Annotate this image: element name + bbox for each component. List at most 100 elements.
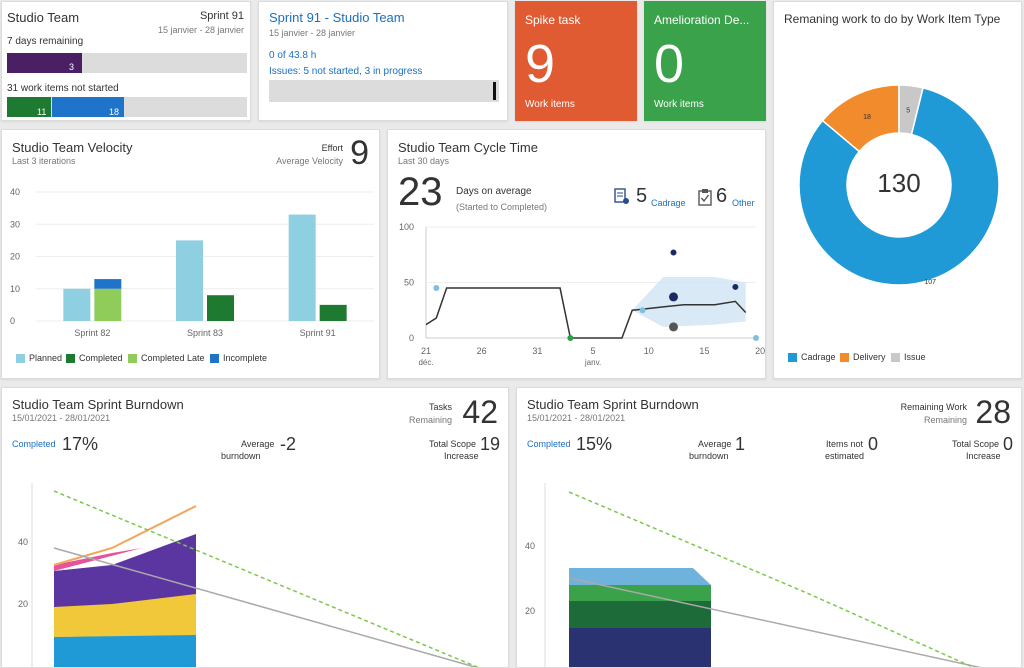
legend-swatch xyxy=(16,353,25,363)
x-tick-label: Sprint 82 xyxy=(74,328,110,338)
burndown-right-chart: 40 20 xyxy=(525,483,982,667)
burndown-right-avg-label2: burndown xyxy=(689,451,729,461)
spike-task-tile[interactable]: Spike task 9 Work items xyxy=(515,1,637,121)
team-title: Studio Team xyxy=(7,10,80,25)
moving-average-line xyxy=(425,287,747,339)
velocity-legend-incomplete[interactable]: Incomplete xyxy=(210,353,267,363)
burndown-right-completed-label[interactable]: Completed xyxy=(527,439,571,449)
x-tick-label: 26 xyxy=(477,346,487,356)
bar-planned[interactable] xyxy=(288,214,316,321)
other-link[interactable]: Other xyxy=(732,198,755,208)
work-items-value-b: 18 xyxy=(109,107,120,117)
velocity-tile[interactable]: Studio Team Velocity Last 3 iterations E… xyxy=(1,129,380,379)
y-tick-label: 50 xyxy=(404,278,414,288)
area-purple xyxy=(54,534,196,607)
bar-incomplete[interactable] xyxy=(94,279,122,289)
amelioration-tile[interactable]: Amelioration De... 0 Work items xyxy=(644,1,766,121)
spike-title: Spike task xyxy=(525,13,581,27)
y-tick-label: 10 xyxy=(10,284,20,294)
bar-planned[interactable] xyxy=(63,288,91,321)
burndown-left-scope-value: 19 xyxy=(480,434,501,454)
donut-slice-issue[interactable] xyxy=(898,84,924,136)
sprint-link-dates: 15 janvier - 28 janvier xyxy=(269,28,356,38)
velocity-legend-completed-late[interactable]: Completed Late xyxy=(128,353,205,363)
burndown-right-avg-label: Average xyxy=(698,439,732,449)
burndown-right-dates: 15/01/2021 - 28/01/2021 xyxy=(527,413,626,423)
cycle-point[interactable] xyxy=(567,335,574,341)
cycle-point[interactable] xyxy=(669,322,678,332)
area-navy xyxy=(569,628,711,667)
amelioration-count: 0 xyxy=(654,34,685,94)
burndown-left-chart: 40 20 xyxy=(18,483,480,667)
burndown-left-avg-label2: burndown xyxy=(221,451,261,461)
burndown-right-est-label2: estimated xyxy=(825,451,865,461)
x-tick-label: Sprint 83 xyxy=(187,328,223,338)
donut-legend-delivery[interactable]: Delivery xyxy=(840,352,886,362)
area-cyan xyxy=(54,634,196,667)
donut-legend-issue[interactable]: Issue xyxy=(891,352,926,362)
cadrage-link[interactable]: Cadrage xyxy=(651,198,686,208)
sprint-dates: 15 janvier - 28 janvier xyxy=(157,25,244,35)
burndown-right-completed-value: 15% xyxy=(576,434,613,454)
cycle-chart: 0 50 100 21 déc. 26 31 5 janv. 10 15 20 xyxy=(399,222,765,367)
burndown-right-est-label: Items not xyxy=(826,439,864,449)
cycle-point[interactable] xyxy=(732,283,739,290)
velocity-value: 9 xyxy=(350,134,369,172)
y-tick-label: 40 xyxy=(525,541,535,551)
cycle-point[interactable] xyxy=(669,292,678,302)
scope-line xyxy=(53,505,197,566)
work-by-type-tile[interactable]: Remaning work to do by Work Item Type 10… xyxy=(773,1,1022,379)
cycle-point[interactable] xyxy=(670,249,677,256)
cycle-point[interactable] xyxy=(753,335,759,341)
burndown-left-scope-label2: Increase xyxy=(444,451,479,461)
area-darkgreen xyxy=(569,601,711,628)
bar-completed[interactable] xyxy=(207,295,234,321)
bar-completed-late[interactable] xyxy=(94,288,122,321)
issues-link[interactable]: Issues: 5 not started, 3 in progress xyxy=(269,66,423,77)
velocity-title: Studio Team Velocity xyxy=(12,140,133,155)
other-count: 6 xyxy=(716,185,728,207)
legend-swatch xyxy=(891,352,900,362)
burndown-left-completed-label[interactable]: Completed xyxy=(12,439,56,449)
cycle-point[interactable] xyxy=(433,285,440,292)
sprint-link-title[interactable]: Sprint 91 - Studio Team xyxy=(269,10,405,25)
velocity-legend-completed[interactable]: Completed xyxy=(66,353,123,363)
x-tick-label: Sprint 91 xyxy=(300,328,336,338)
clipboard-icon xyxy=(698,189,712,206)
legend-swatch xyxy=(128,353,137,363)
y-tick-label: 100 xyxy=(399,222,414,232)
x-tick-label: 15 xyxy=(699,346,709,356)
work-items-label: 31 work items not started xyxy=(7,83,119,94)
legend-label: Incomplete xyxy=(223,353,268,363)
legend-label: Planned xyxy=(29,353,63,363)
cycle-title: Studio Team Cycle Time xyxy=(398,140,538,155)
bar-completed[interactable] xyxy=(319,304,347,321)
donut-slice-cadrage[interactable] xyxy=(798,86,1000,286)
x-tick-sublabel: janv. xyxy=(584,358,601,367)
velocity-legend-planned[interactable]: Planned xyxy=(16,353,62,363)
amelioration-bg xyxy=(644,1,766,121)
x-tick-label: 31 xyxy=(532,346,542,356)
cycle-point[interactable] xyxy=(639,307,646,314)
cycle-time-tile[interactable]: Studio Team Cycle Time Last 30 days 23 D… xyxy=(387,129,766,379)
sprint-summary-tile[interactable]: Studio Team Sprint 91 15 janvier - 28 ja… xyxy=(1,1,251,121)
legend-label: Issue xyxy=(904,352,926,362)
burndown-tasks-tile[interactable]: Studio Team Sprint Burndown 15/01/2021 -… xyxy=(1,387,509,668)
hours-link[interactable]: 0 of 43.8 h xyxy=(269,50,317,61)
donut-legend-cadrage[interactable]: Cadrage xyxy=(788,352,836,362)
burndown-left-avg-label: Average xyxy=(241,439,275,449)
velocity-metric: Effort xyxy=(321,143,343,153)
x-tick-label: 21 xyxy=(421,346,431,356)
sprint-link-tile[interactable]: Sprint 91 - Studio Team 15 janvier - 28 … xyxy=(258,1,508,121)
ideal-line xyxy=(53,490,480,667)
legend-swatch xyxy=(66,353,75,363)
area-yellow-main xyxy=(54,594,196,637)
spike-count: 9 xyxy=(525,34,556,94)
x-tick-label: 10 xyxy=(644,346,654,356)
burndown-left-avg-value: -2 xyxy=(280,434,297,454)
bar-planned[interactable] xyxy=(176,240,203,321)
burndown-left-metric-sub: Remaining xyxy=(408,415,452,425)
burndown-remaining-tile[interactable]: Studio Team Sprint Burndown 15/01/2021 -… xyxy=(516,387,1022,668)
donut-total: 130 xyxy=(877,168,920,198)
burndown-right-value: 28 xyxy=(975,394,1011,430)
